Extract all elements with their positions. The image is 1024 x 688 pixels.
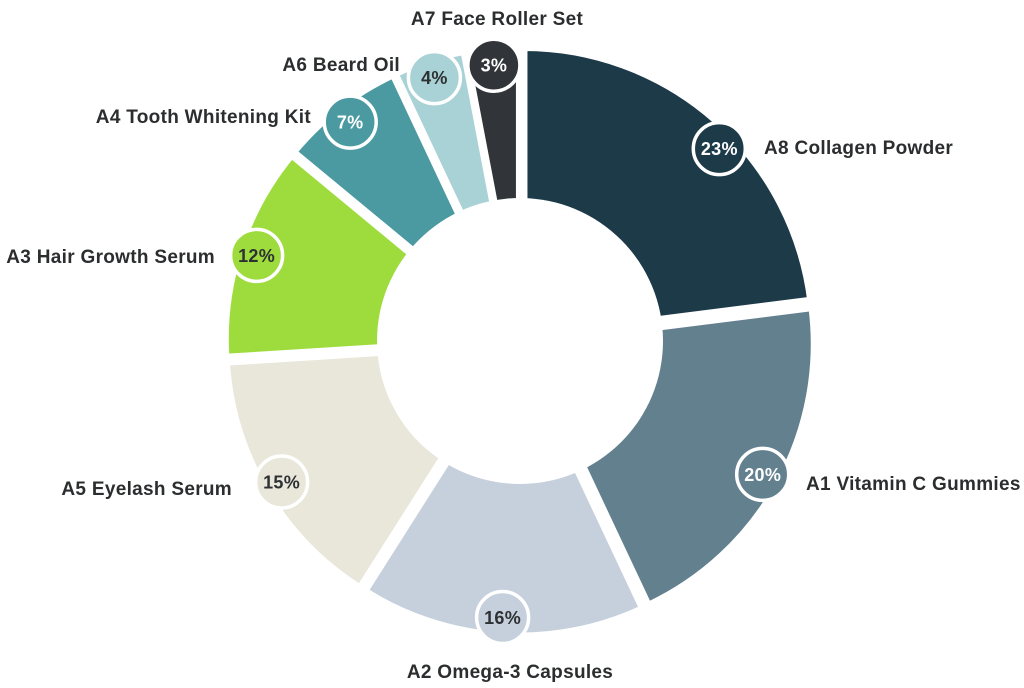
badge-A7 (466, 37, 522, 93)
category-label-A7: A7 Face Roller Set (411, 9, 584, 30)
badge-A2 (474, 589, 531, 646)
category-label-A8: A8 Collagen Powder (764, 138, 953, 159)
donut-hole (377, 198, 663, 484)
badge-label-A8: 23% (701, 139, 738, 159)
badge-label-A3: 12% (238, 246, 275, 266)
percent-badges-group: 23% 20% 16% 15% 12% 7% 4% 3% (228, 37, 791, 646)
badge-label-A1: 20% (744, 465, 781, 485)
badge-A5 (253, 454, 310, 510)
badge-A1 (734, 446, 791, 503)
category-label-A2: A2 Omega-3 Capsules (407, 662, 613, 683)
category-labels-group: A7 Face Roller Set A6 Beard Oil A4 Tooth W… (6, 9, 1020, 683)
category-label-A1: A1 Vitamin C Gummies (806, 474, 1021, 495)
badge-A6 (406, 49, 463, 106)
badge-label-A6: 4% (421, 68, 448, 88)
category-label-A6: A6 Beard Oil (282, 55, 400, 76)
badge-label-A2: 16% (484, 608, 521, 628)
badge-A3 (228, 227, 285, 284)
badge-label-A5: 15% (263, 472, 300, 492)
badge-A4 (322, 94, 378, 150)
donut-hole-group (377, 198, 663, 484)
category-label-A5: A5 Eyelash Serum (61, 479, 232, 500)
badge-A8 (691, 120, 748, 177)
category-label-A3: A3 Hair Growth Serum (6, 247, 215, 268)
badge-label-A7: 3% (481, 56, 508, 76)
badge-label-A4: 7% (337, 113, 364, 133)
category-label-A4: A4 Tooth Whitening Kit (96, 107, 312, 128)
